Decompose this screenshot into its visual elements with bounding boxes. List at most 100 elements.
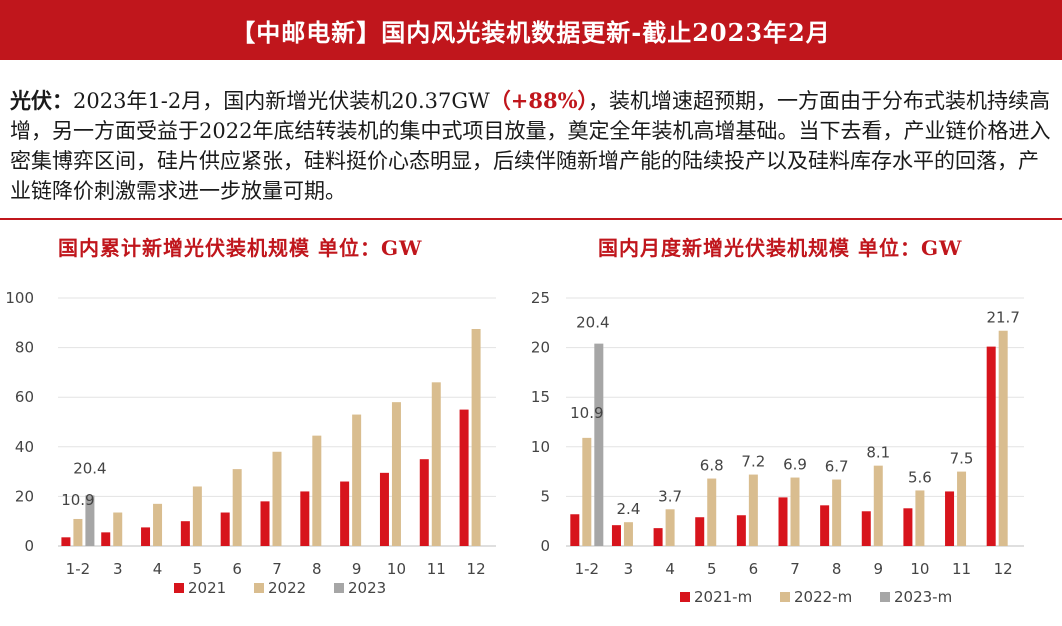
bar-2022-11 (431, 382, 441, 546)
y-tick-label: 5 (540, 487, 550, 505)
bar-2022-9 (352, 414, 362, 546)
y-tick-label: 0 (24, 537, 34, 555)
data-label: 20.4 (73, 459, 106, 477)
data-label: 10.9 (61, 491, 94, 509)
bar-2021-4 (141, 527, 151, 546)
x-tick-label: 4 (153, 560, 163, 578)
bar-2021-m-10 (903, 508, 913, 546)
bar-2022-m-6 (748, 474, 758, 546)
x-tick-label: 11 (952, 560, 971, 578)
bar-2022-10 (391, 402, 401, 546)
legend-swatch-2023 (334, 583, 344, 593)
x-tick-label: 9 (352, 560, 362, 578)
bar-2021-m-9 (861, 511, 871, 546)
legend-swatch-2021-m (680, 592, 690, 602)
chart-0: 0 20 40 60 80 100 1-2 3 4 5 6 7 8 9 10 11 12 10.9 20.4 2021… (5, 289, 496, 597)
x-tick-label: 4 (665, 560, 675, 578)
y-tick-label: 15 (531, 388, 550, 406)
y-tick-label: 40 (15, 438, 34, 456)
intro-lead: 光伏： (10, 88, 73, 113)
legend-swatch-2022 (254, 583, 264, 593)
x-tick-label: 5 (193, 560, 203, 578)
y-tick-label: 0 (540, 537, 550, 555)
bar-2022-4 (153, 503, 163, 546)
x-tick-label: 9 (873, 560, 883, 578)
bar-2021-m-4 (653, 528, 663, 546)
bar-2022-m-5 (707, 478, 717, 546)
header-banner: 【中邮电新】国内风光装机数据更新-截止2023年2月 (0, 0, 1062, 60)
y-tick-label: 20 (531, 339, 550, 357)
bar-2022-7 (272, 451, 282, 546)
x-tick-label: 10 (910, 560, 929, 578)
bar-2022-1-2 (73, 518, 83, 546)
bar-2021-11 (419, 459, 429, 546)
data-label: 5.6 (908, 468, 932, 486)
bar-2021-12 (459, 409, 469, 546)
legend-label-2021: 2021 (188, 579, 226, 597)
chart-title-monthly: 国内月度新增光伏装机规模 单位：GW (598, 236, 963, 260)
data-label: 3.7 (658, 487, 682, 505)
bar-2022-m-1-2 (582, 437, 592, 546)
data-label: 8.1 (866, 444, 890, 462)
bar-2021-1-2 (61, 537, 71, 546)
bar-2022-5 (192, 486, 202, 546)
x-tick-label: 12 (994, 560, 1013, 578)
y-tick-label: 20 (15, 487, 34, 505)
bar-2021-m-8 (820, 505, 830, 546)
y-tick-label: 80 (15, 339, 34, 357)
bar-2023-m-1-2 (594, 343, 604, 546)
legend-label-2023-m: 2023-m (894, 588, 952, 606)
x-tick-label: 7 (272, 560, 282, 578)
intro-growth-highlight: （+88%） (489, 88, 589, 113)
bar-2021-9 (340, 481, 350, 546)
data-label: 2.4 (617, 500, 641, 518)
x-tick-label: 3 (113, 560, 123, 578)
x-tick-label: 1-2 (575, 560, 600, 578)
bar-2021-7 (260, 501, 270, 546)
legend-swatch-2023-m (880, 592, 890, 602)
data-label: 7.5 (950, 450, 974, 468)
bar-2022-m-11 (957, 471, 967, 546)
bar-2021-m-5 (695, 517, 705, 546)
data-label: 21.7 (986, 309, 1019, 327)
x-tick-label: 1-2 (66, 560, 91, 578)
bar-2021-m-1-2 (570, 514, 580, 546)
y-tick-label: 10 (531, 438, 550, 456)
x-tick-label: 8 (832, 560, 842, 578)
data-label: 6.8 (700, 457, 724, 475)
data-label: 10.9 (570, 404, 603, 422)
y-tick-label: 60 (15, 388, 34, 406)
legend-swatch-2021 (174, 583, 184, 593)
bar-2022-m-3 (623, 522, 633, 546)
x-tick-label: 5 (707, 560, 717, 578)
intro-paragraph: 光伏：2023年1-2月，国内新增光伏装机20.37GW（+88%），装机增速超… (10, 86, 1055, 206)
y-tick-label: 25 (531, 289, 550, 307)
data-label: 6.7 (825, 458, 849, 476)
bar-2022-m-9 (873, 465, 883, 546)
bar-2022-3 (113, 512, 123, 546)
x-tick-label: 8 (312, 560, 322, 578)
bar-2022-m-8 (832, 479, 842, 546)
y-tick-label: 100 (5, 289, 34, 307)
legend-label-2021-m: 2021-m (694, 588, 752, 606)
data-label: 6.9 (783, 456, 807, 474)
bar-2022-m-7 (790, 477, 800, 546)
bar-2021-m-12 (986, 346, 996, 546)
section-divider (0, 218, 1062, 220)
x-tick-label: 3 (624, 560, 634, 578)
x-tick-label: 6 (749, 560, 759, 578)
legend-label-2023: 2023 (348, 579, 386, 597)
x-tick-label: 11 (427, 560, 446, 578)
bar-2022-12 (471, 329, 481, 546)
x-tick-label: 6 (232, 560, 242, 578)
chart-1: 0 5 10 15 20 25 1-2 3 4 5 6 7 8 9 10 11 12 10.9 20.4 2.4 3.7… (531, 289, 1024, 606)
bar-2021-5 (180, 521, 190, 546)
x-tick-label: 12 (467, 560, 486, 578)
bar-2021-6 (220, 512, 230, 546)
data-label: 20.4 (576, 314, 609, 332)
bar-2022-m-10 (915, 490, 925, 546)
data-label: 7.2 (741, 453, 765, 471)
bar-2021-m-3 (611, 525, 621, 546)
bar-2021-3 (101, 532, 111, 546)
